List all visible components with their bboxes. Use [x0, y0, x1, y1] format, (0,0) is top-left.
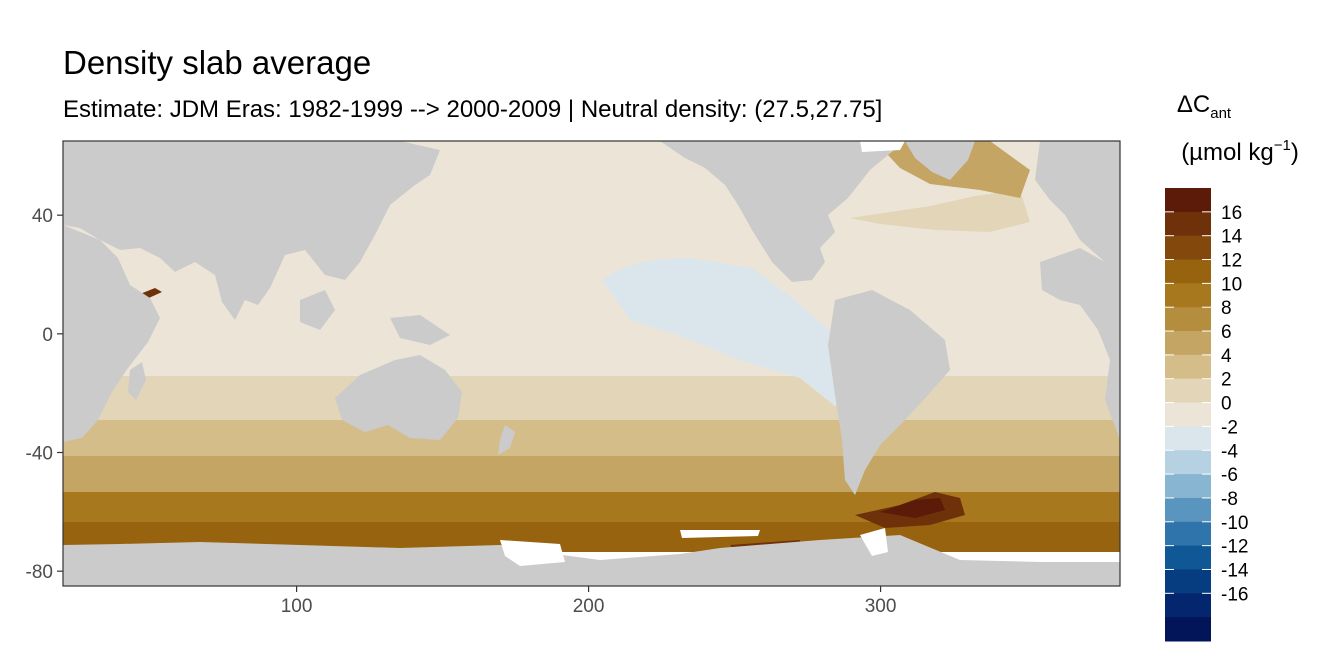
legend-units: (µmol kg−1): [1181, 137, 1299, 166]
panel-border: [62, 140, 1121, 587]
land-india: [215, 275, 245, 320]
legend-swatches: [1165, 188, 1211, 642]
legend-swatch: [1165, 402, 1211, 427]
legend-swatch: [1165, 307, 1211, 332]
ice-gaps: [500, 141, 905, 566]
land-europe-west: [1035, 141, 1120, 268]
legend-label: 10: [1221, 274, 1242, 295]
legend-units-main: (µmol kg: [1181, 139, 1274, 166]
land-africa: [63, 225, 160, 442]
legend-label: -4: [1221, 441, 1238, 462]
legend-swatch: [1165, 497, 1211, 523]
x-tick-label: 300: [865, 596, 897, 617]
legend-label: -10: [1221, 513, 1248, 534]
chart-title: Density slab average: [63, 44, 371, 81]
ice-gap-ross: [500, 540, 565, 566]
legend-title: ΔCant: [1177, 91, 1232, 122]
legend-label: 6: [1221, 322, 1232, 343]
land-eurasia-east: [63, 141, 440, 305]
legend-swatch: [1165, 331, 1211, 356]
band-southern-subtropics: [63, 376, 1120, 420]
land-madagascar: [128, 362, 146, 400]
band-subantarctic: [63, 456, 1120, 492]
map-panel: [63, 141, 1120, 586]
legend-label: -16: [1221, 584, 1248, 605]
land-antarctica: [63, 535, 1120, 586]
legend-label: 12: [1221, 251, 1242, 272]
legend-units-sup: −1: [1274, 137, 1291, 154]
legend-swatch: [1165, 188, 1211, 213]
legend-swatch: [1165, 545, 1211, 570]
ice-gap-arctic: [860, 141, 905, 152]
weddell-core: [880, 498, 945, 518]
legend-label: -14: [1221, 560, 1249, 581]
y-tick-label: 40: [32, 206, 53, 227]
legend-label: 2: [1221, 370, 1232, 391]
legend-units-close: ): [1291, 139, 1299, 166]
y-tick-label: -40: [26, 444, 53, 465]
legend-swatch: [1165, 211, 1211, 237]
x-tick-label: 200: [573, 596, 605, 617]
legend-label: 4: [1221, 346, 1232, 367]
tropical-pacific-minimum: [602, 258, 852, 406]
legend-swatch: [1165, 617, 1211, 642]
legend-swatch: [1165, 426, 1211, 451]
land-north-america: [660, 141, 905, 282]
x-tick-label: 100: [281, 596, 313, 617]
ice-gap-weddell: [860, 528, 888, 556]
land: [63, 141, 1120, 586]
band-southern-mid-latitudes: [63, 420, 1120, 456]
north-atlantic-patch: [850, 190, 1030, 232]
legend-label: 16: [1221, 203, 1242, 224]
legend-label: -2: [1221, 417, 1238, 438]
legend-title-main: ΔC: [1177, 91, 1210, 118]
land-africa-west: [1040, 248, 1120, 440]
legend-swatch: [1165, 378, 1211, 404]
legend-label: -8: [1221, 489, 1238, 510]
y-axis: 40 0 -40 -80: [26, 206, 63, 583]
legend-swatch: [1165, 283, 1211, 308]
ice-gap-amundsen: [680, 530, 760, 538]
land-greenland: [905, 141, 975, 180]
legend-swatch: [1165, 259, 1211, 284]
legend-swatch: [1165, 593, 1211, 618]
legend-swatch: [1165, 521, 1211, 547]
y-tick-label: -80: [26, 562, 53, 583]
legend-swatch: [1165, 354, 1211, 380]
land-new-zealand: [498, 425, 515, 455]
legend-swatch: [1165, 235, 1211, 261]
y-tick-label: 0: [42, 325, 53, 346]
land-australia: [335, 355, 462, 440]
legend-title-sub: ant: [1210, 105, 1232, 122]
legend-label: 8: [1221, 298, 1232, 319]
land-borneo: [300, 290, 335, 330]
land-south-america: [828, 290, 950, 495]
land-new-guinea: [390, 315, 450, 345]
x-axis: 100 200 300: [281, 586, 897, 617]
chart-subtitle: Estimate: JDM Eras: 1982-1999 --> 2000-2…: [63, 96, 882, 123]
legend-label: 0: [1221, 394, 1232, 415]
legend-label: 14: [1221, 227, 1243, 248]
legend-label: -12: [1221, 537, 1248, 558]
legend-swatch: [1165, 569, 1211, 594]
legend-label: -6: [1221, 465, 1238, 486]
legend-swatch: [1165, 474, 1211, 499]
legend-swatch: [1165, 450, 1211, 475]
